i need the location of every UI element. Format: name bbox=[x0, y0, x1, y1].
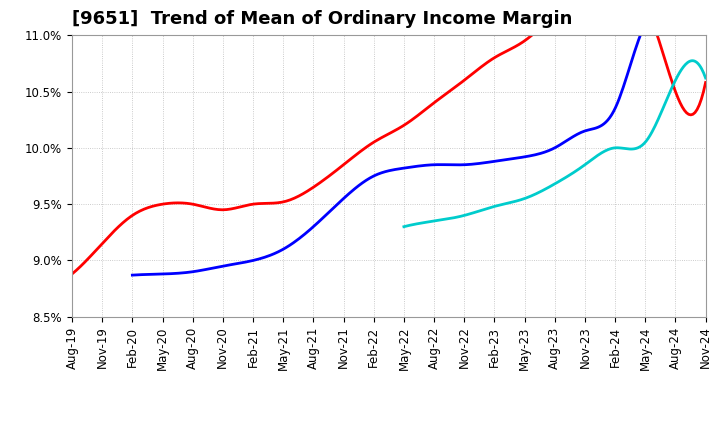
7 Years bbox=[578, 164, 587, 169]
7 Years bbox=[673, 74, 682, 79]
3 Years bbox=[701, 80, 710, 85]
5 Years bbox=[128, 272, 137, 278]
5 Years bbox=[611, 105, 620, 110]
5 Years bbox=[130, 272, 138, 278]
Line: 7 Years: 7 Years bbox=[404, 61, 706, 227]
7 Years bbox=[400, 224, 408, 229]
5 Years bbox=[467, 161, 476, 167]
3 Years bbox=[644, 10, 653, 15]
7 Years bbox=[579, 163, 588, 169]
3 Years bbox=[602, 11, 611, 17]
7 Years bbox=[584, 159, 593, 165]
3 Years bbox=[443, 91, 451, 96]
Line: 5 Years: 5 Years bbox=[132, 0, 706, 275]
3 Years bbox=[631, 0, 640, 3]
Text: [9651]  Trend of Mean of Ordinary Income Margin: [9651] Trend of Mean of Ordinary Income … bbox=[72, 10, 572, 28]
3 Years bbox=[456, 81, 464, 86]
7 Years bbox=[400, 224, 409, 229]
5 Years bbox=[479, 160, 487, 165]
7 Years bbox=[654, 117, 662, 122]
7 Years bbox=[688, 58, 697, 63]
Line: 3 Years: 3 Years bbox=[72, 0, 706, 274]
5 Years bbox=[647, 11, 656, 17]
7 Years bbox=[701, 75, 710, 81]
5 Years bbox=[469, 161, 478, 167]
3 Years bbox=[70, 270, 78, 275]
3 Years bbox=[68, 271, 76, 277]
3 Years bbox=[445, 89, 454, 94]
